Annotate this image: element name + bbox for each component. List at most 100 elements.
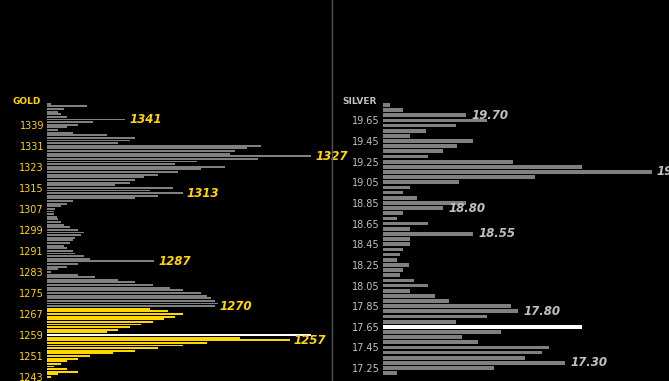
Bar xyxy=(383,139,473,143)
Bar xyxy=(47,113,61,115)
Bar xyxy=(47,366,54,368)
Bar xyxy=(383,361,565,365)
Bar xyxy=(47,316,175,317)
Bar xyxy=(47,218,58,220)
Bar xyxy=(47,318,164,320)
Bar xyxy=(47,139,130,141)
Bar xyxy=(383,268,403,272)
Bar xyxy=(47,358,78,360)
Text: 17.80: 17.80 xyxy=(523,305,560,318)
Bar xyxy=(47,255,84,257)
Bar xyxy=(47,245,64,247)
Bar xyxy=(47,129,58,131)
Text: 1313: 1313 xyxy=(187,187,219,200)
Bar xyxy=(47,350,135,352)
Text: 1287: 1287 xyxy=(159,255,191,268)
Bar xyxy=(47,347,159,349)
Bar xyxy=(47,300,215,302)
Text: 1257: 1257 xyxy=(294,334,326,347)
Bar xyxy=(383,124,456,127)
Bar xyxy=(47,124,78,126)
Bar xyxy=(47,344,183,346)
Bar xyxy=(47,226,70,228)
Bar xyxy=(47,145,261,147)
Bar xyxy=(47,176,144,178)
Bar xyxy=(383,263,409,267)
Bar xyxy=(383,330,500,334)
Bar xyxy=(383,165,582,169)
Bar xyxy=(47,331,107,333)
Bar xyxy=(47,239,72,241)
Bar xyxy=(47,282,135,283)
Bar xyxy=(383,211,403,215)
Bar xyxy=(47,192,183,194)
Bar xyxy=(47,224,64,226)
Bar xyxy=(383,371,397,375)
Bar xyxy=(47,329,118,331)
Bar xyxy=(47,150,235,152)
Bar xyxy=(47,216,57,218)
Text: 1270: 1270 xyxy=(219,299,252,312)
Text: 19.15: 19.15 xyxy=(657,165,669,178)
Bar xyxy=(383,366,494,370)
Bar xyxy=(47,305,215,307)
Bar xyxy=(47,266,67,267)
Bar xyxy=(47,221,61,223)
Bar xyxy=(383,186,411,189)
Bar xyxy=(383,114,466,117)
Bar xyxy=(47,363,61,365)
Bar xyxy=(47,126,67,128)
Bar xyxy=(47,110,58,112)
Bar xyxy=(47,334,311,336)
Bar xyxy=(47,326,130,328)
Bar xyxy=(47,229,78,231)
Bar xyxy=(47,184,115,186)
Bar xyxy=(47,303,218,304)
Bar xyxy=(47,261,154,263)
Bar xyxy=(383,170,652,174)
Bar xyxy=(383,155,427,158)
Bar xyxy=(47,263,78,265)
Bar xyxy=(47,237,76,239)
Bar xyxy=(383,315,487,319)
Bar xyxy=(47,179,135,181)
Bar xyxy=(47,290,183,291)
Bar xyxy=(383,227,411,231)
Bar xyxy=(383,299,449,303)
Bar xyxy=(47,103,51,105)
Bar xyxy=(47,371,78,373)
Bar xyxy=(383,248,403,251)
Bar xyxy=(383,108,403,112)
Bar xyxy=(383,258,397,262)
Bar xyxy=(47,308,150,310)
Bar xyxy=(47,163,175,165)
Text: 1341: 1341 xyxy=(130,113,162,126)
Bar xyxy=(383,216,397,220)
Bar xyxy=(383,325,582,329)
Bar xyxy=(47,342,207,344)
Text: SILVER: SILVER xyxy=(343,97,377,106)
Bar xyxy=(47,368,67,370)
Bar xyxy=(383,144,458,148)
Bar xyxy=(47,253,76,255)
Bar xyxy=(47,132,72,134)
Bar xyxy=(47,247,67,249)
Bar xyxy=(383,118,487,122)
Bar xyxy=(47,339,290,341)
Bar xyxy=(383,351,543,354)
Text: 18.80: 18.80 xyxy=(449,202,486,215)
Bar xyxy=(383,294,435,298)
Text: GOLD: GOLD xyxy=(13,97,41,106)
Bar xyxy=(47,161,197,162)
Bar xyxy=(383,304,511,308)
Bar xyxy=(47,155,311,157)
Bar xyxy=(47,297,211,299)
Bar xyxy=(47,211,54,213)
Bar xyxy=(383,222,427,226)
Bar xyxy=(47,337,240,339)
Bar xyxy=(383,175,535,179)
Bar xyxy=(47,168,201,170)
Text: 1327: 1327 xyxy=(315,150,348,163)
Bar xyxy=(47,153,229,155)
Bar xyxy=(47,187,173,189)
